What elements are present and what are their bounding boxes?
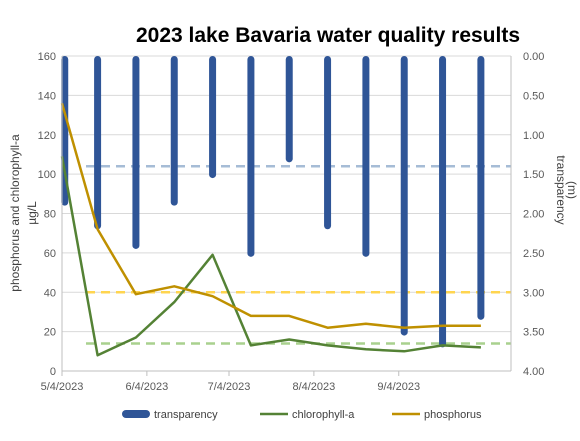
- legend-label-chlorophyll-a: chlorophyll-a: [292, 409, 355, 421]
- phosphorus-line: [60, 102, 481, 329]
- transparency-bar: [94, 56, 102, 230]
- y-right-tick: 4.00: [523, 366, 544, 378]
- x-tick-label: 7/4/2023: [208, 381, 251, 393]
- transparency-bar: [362, 56, 370, 257]
- y-left-tick: 80: [44, 209, 56, 221]
- x-axis-ticks: 5/4/2023 6/4/2023 7/4/2023 8/4/2023 9/4/2023: [41, 371, 420, 393]
- transparency-bar: [400, 56, 408, 336]
- y-right-tick: 1.00: [523, 130, 544, 142]
- y-left-tick: 120: [38, 130, 56, 142]
- y-right-tick: 0.50: [523, 90, 544, 102]
- y-left-unit: µg/L: [25, 201, 39, 225]
- x-tick-label: 8/4/2023: [292, 381, 335, 393]
- right-axis-ticks: 0.00 0.50 1.00 1.50 2.00 2.50 3.00 3.50 4.00: [523, 51, 544, 378]
- y-left-tick: 100: [38, 169, 56, 181]
- y-left-tick: 20: [44, 327, 56, 339]
- left-axis-ticks: 0 20 40 60 80 100 120 140 160: [38, 51, 56, 378]
- y-right-tick: 2.50: [523, 248, 544, 260]
- transparency-bar: [132, 56, 140, 249]
- transparency-bar: [170, 56, 178, 206]
- x-tick-label: 5/4/2023: [41, 381, 84, 393]
- transparency-bar: [477, 56, 485, 320]
- transparency-bar: [285, 56, 293, 163]
- chlorophyll-a-line: [60, 156, 481, 357]
- legend-label-transparency: transparency: [154, 409, 218, 421]
- legend-swatch-transparency: [122, 410, 150, 418]
- legend-label-phosphorus: phosphorus: [424, 409, 482, 421]
- data-lines: [60, 102, 481, 357]
- x-tick-label: 6/4/2023: [125, 381, 168, 393]
- y-right-tick: 3.50: [523, 327, 544, 339]
- transparency-bar: [209, 56, 217, 179]
- y-right-tick: 1.50: [523, 169, 544, 181]
- transparency-bar: [324, 56, 332, 230]
- legend: transparency chlorophyll-a phosphorus: [122, 409, 482, 421]
- y-left-tick: 0: [50, 366, 56, 378]
- chart-title: 2023 lake Bavaria water quality results: [136, 24, 520, 47]
- transparency-bar: [247, 56, 255, 257]
- axes: [61, 56, 512, 372]
- y-right-tick: 0.00: [523, 51, 544, 63]
- y-right-label: transparency: [554, 155, 568, 224]
- y-left-tick: 160: [38, 51, 56, 63]
- y-left-tick: 140: [38, 90, 56, 102]
- x-tick-label: 9/4/2023: [377, 381, 420, 393]
- y-left-tick: 40: [44, 287, 56, 299]
- y-left-label: phosphorus and chlorophyll-a: [8, 134, 22, 292]
- transparency-bars: [61, 56, 485, 348]
- reference-lines: [86, 165, 511, 345]
- y-left-tick: 60: [44, 248, 56, 260]
- y-right-tick: 2.00: [523, 209, 544, 221]
- transparency-bar: [439, 56, 447, 348]
- y-right-unit: (m): [565, 181, 579, 199]
- y-right-tick: 3.00: [523, 287, 544, 299]
